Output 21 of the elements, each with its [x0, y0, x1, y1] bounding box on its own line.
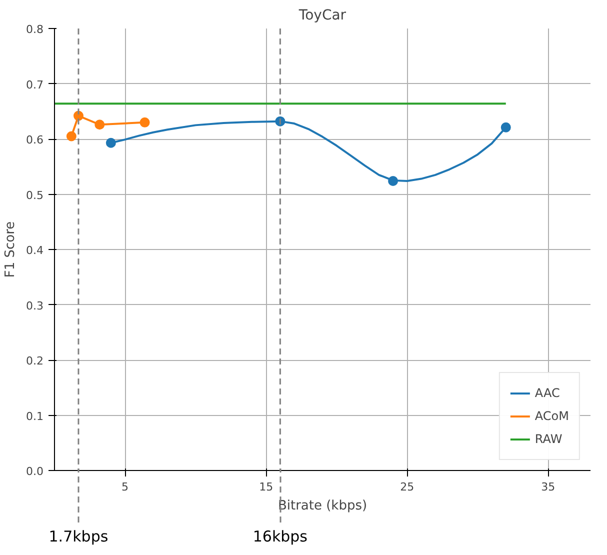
y-axis-title: F1 Score [3, 221, 18, 278]
legend-label: ACoM [534, 409, 569, 423]
y-tick-label: 0.6 [26, 134, 44, 146]
x-tick-label: 35 [541, 480, 556, 494]
y-tick-label: 0.1 [26, 410, 44, 423]
y-tick-label: 0.7 [26, 78, 44, 92]
y-tick-label: 0.8 [26, 23, 44, 36]
legend-label: AAC [534, 386, 560, 400]
y-tick-label: 0.4 [26, 244, 44, 257]
x-tick-label: 25 [400, 480, 414, 494]
y-tick-label: 0.5 [26, 188, 44, 202]
x-tick-label: 15 [259, 480, 274, 494]
chart-title: ToyCar [298, 8, 346, 24]
y-tick-label: 0.3 [26, 299, 44, 312]
ref-line-label: 1.7kbps [48, 528, 108, 546]
y-tick-label: 0.2 [26, 354, 44, 368]
x-axis-title: Bitrate (kbps) [278, 498, 368, 514]
legend-label: RAW [534, 432, 562, 446]
ref-line-label: 16kbps [252, 528, 308, 546]
y-tick-label: 0.0 [26, 465, 44, 478]
x-tick-label: 5 [122, 480, 129, 494]
